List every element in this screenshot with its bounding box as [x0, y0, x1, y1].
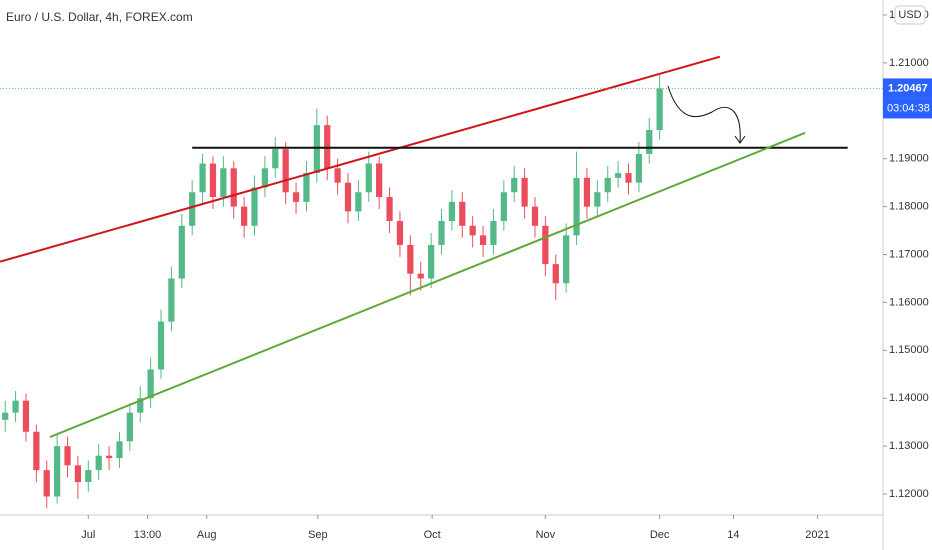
candle-body [344, 182, 352, 212]
last-price-label: 1.20467 [888, 82, 928, 94]
candle-body [438, 220, 445, 245]
chart-title: Euro / U.S. Dollar, 4h, FOREX.com [6, 10, 193, 24]
candle-body [251, 187, 258, 226]
candle-body [490, 220, 497, 245]
candle-body [64, 446, 71, 466]
candle-body [282, 149, 289, 193]
candle-body [261, 168, 269, 188]
candle-body [448, 201, 456, 221]
countdown-box [883, 98, 932, 119]
x-tick-label: 13:00 [134, 529, 162, 541]
candle-body [407, 244, 414, 274]
candle-body [199, 163, 206, 193]
y-tick-label: 1.13000 [889, 440, 929, 452]
candle-body [74, 465, 82, 483]
candle-body [126, 412, 133, 442]
candle-body [563, 235, 570, 284]
candle-body [479, 235, 487, 245]
candle-body [209, 163, 217, 198]
candle-body [427, 244, 435, 279]
x-tick-label: Oct [424, 529, 441, 541]
x-tick-label: Jul [81, 529, 95, 541]
candle-body [137, 398, 144, 413]
projection-arrow [667, 85, 741, 143]
candle-body [241, 206, 248, 226]
candle-body [85, 470, 92, 483]
candle-body [396, 220, 404, 245]
candle-body [22, 400, 30, 432]
candle-body [105, 455, 113, 459]
candle-body [334, 168, 341, 183]
y-tick-label: 1.18000 [889, 201, 929, 213]
candle-body [2, 412, 9, 420]
currency-button [894, 5, 926, 25]
candle-body [625, 173, 632, 183]
candle-body [646, 129, 653, 154]
candle-body [95, 455, 102, 471]
y-tick-label: 1.15000 [889, 344, 929, 356]
y-tick-label: 1.14000 [889, 392, 929, 404]
last-price-box [883, 78, 932, 99]
x-tick-label: 2021 [805, 529, 829, 541]
candle-body [542, 225, 549, 265]
y-tick-label: 1.21000 [889, 57, 929, 69]
countdown-label: 03:04:38 [887, 102, 930, 114]
candle-body [220, 168, 227, 198]
candle-body [355, 192, 362, 212]
candle-body [500, 192, 507, 221]
candle-body [459, 201, 466, 226]
candle-body [594, 192, 601, 207]
x-tick-label: Aug [197, 529, 217, 541]
candle-body [531, 206, 539, 226]
x-tick-label: Dec [650, 529, 670, 541]
trend-line [49, 131, 806, 438]
candle-body [365, 163, 372, 193]
candle-body [43, 470, 50, 497]
x-tick-label: 14 [727, 529, 739, 541]
candle-body [552, 264, 559, 284]
trend-line [0, 55, 721, 263]
y-tick-label: 1.12000 [889, 488, 929, 500]
candle-body [376, 163, 383, 198]
candle-body [386, 197, 393, 221]
candle-body [116, 441, 123, 459]
x-tick-label: Nov [536, 529, 556, 541]
candle-body [33, 431, 40, 471]
y-tick-label: 1.16000 [889, 296, 929, 308]
plot-area [0, 55, 848, 509]
candle-body [303, 173, 310, 202]
candle-body [168, 278, 175, 322]
candle-body [583, 177, 591, 207]
candle-body [521, 177, 528, 207]
arrow-head [734, 135, 746, 144]
candle-body [178, 225, 185, 279]
candle-body [511, 177, 518, 193]
candle-body [614, 173, 622, 178]
candle-body [12, 400, 19, 413]
candle-body [417, 273, 424, 279]
y-tick-label: 1.19000 [889, 153, 929, 165]
x-tick-label: Sep [308, 529, 328, 541]
candle-body [157, 321, 165, 370]
candle-body [313, 125, 320, 174]
candle-body [54, 446, 61, 497]
candle-body [469, 225, 476, 236]
candle-body [573, 177, 580, 236]
candle-body [604, 177, 611, 193]
candle-body [272, 149, 279, 169]
currency-label[interactable]: USD [898, 9, 921, 21]
candle-body [656, 88, 663, 130]
candle-body [292, 192, 300, 202]
candle-body [147, 369, 154, 399]
y-tick-label: 1.17000 [889, 248, 929, 260]
candle-body [189, 192, 196, 226]
candle-body [635, 153, 642, 183]
candle-body [230, 168, 237, 207]
